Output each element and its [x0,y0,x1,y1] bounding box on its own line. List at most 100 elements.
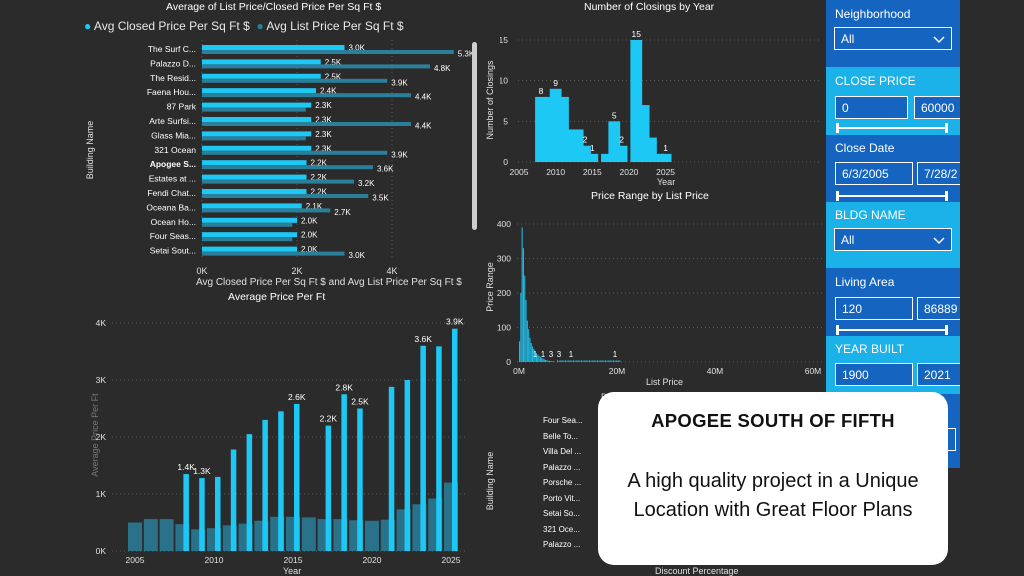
close-date-slider-handle-min[interactable] [836,191,839,201]
x-tick-label: 4K [386,266,397,276]
living-area-slider-handle-max[interactable] [945,325,948,335]
price-range-bar [616,360,618,362]
x-tick-label: 2015 [583,167,602,177]
price-range-bar [526,320,528,362]
price-range-bar [520,293,522,362]
price-range-bar [524,275,526,362]
closed-price-data-label: 2.5K [325,58,342,67]
price-range-bar [589,360,590,362]
list-closed-chart[interactable]: 0K 2K 4K The Surf C... 3.0K 5.3K Palazzo D... 2… [100,38,485,288]
closings-x-axis-label: Year [657,177,676,187]
close-date-start-input[interactable]: 6/3/2005 [835,162,913,185]
price-range-bar [541,357,543,362]
list-price-bar [202,237,293,242]
year-built-min-input[interactable]: 1900 [835,363,913,386]
living-area-slider[interactable] [836,325,948,335]
x-tick-label: 2010 [546,167,565,177]
legend-list-label[interactable]: Avg List Price Per Sq Ft $ [266,19,404,33]
closings-bar [659,153,672,162]
building-label: Apogee S... [150,159,196,169]
closings-chart-title: Number of Closings by Year [584,1,715,13]
price-range-bar [534,351,536,362]
avg-price-bar [199,478,205,551]
legend-closed-label[interactable]: Avg Closed Price Per Sq Ft $ [93,19,250,33]
y-tick-label: 10 [500,76,508,86]
avg-price-bar [357,408,363,551]
closed-price-bar [202,88,316,94]
closed-price-bar [202,189,307,194]
list-price-bar [202,150,388,155]
year-built-max-input[interactable]: 2021 [917,363,960,386]
close-date-slider-handle-max[interactable] [945,191,948,201]
avg-price-chart[interactable]: 0K 1K 2K 3K 4K 2005 2010 2015 2020 2025 1.4K1.3K 2.… [82,308,477,570]
living-area-min-input[interactable]: 120 [835,297,913,320]
avg-price-secondary-bar [128,522,142,551]
building-label: Setai Sout... [150,246,196,256]
close-price-max-input[interactable]: 60000 [914,96,960,119]
close-price-slider-handle-min[interactable] [836,123,839,133]
list-price-data-label: 4.4K [415,122,432,131]
discount-building-label: 321 Oce... [543,524,580,534]
closed-price-bar [202,102,312,108]
building-label: The Resid... [150,73,196,83]
building-label: Fendi Chat... [147,188,196,198]
price-range-bar [533,348,535,362]
price-range-bar [609,360,611,362]
list-price-bar [202,93,411,98]
closed-price-data-label: 2.0K [301,245,318,254]
price-range-bar [582,360,584,362]
y-tick-label: 15 [500,35,508,45]
x-tick-label: 40M [707,366,724,376]
list-price-data-label: 3.5K [372,194,389,203]
closed-price-bar [202,59,321,65]
price-range-bar [590,360,592,362]
close-price-slider[interactable] [836,123,948,133]
price-range-bar [611,360,613,362]
x-tick-label: 2015 [284,555,303,565]
closings-bar [645,137,657,162]
building-label: Arte Surfsi... [149,116,196,126]
closed-price-data-label: 2.3K [315,130,332,139]
list-closed-scrollbar[interactable] [472,42,477,230]
avg-price-secondary-bar [365,520,379,551]
closed-price-data-label: 2.3K [315,116,332,125]
list-price-data-label: 4.4K [415,93,432,102]
price-range-bar [530,343,532,362]
list-closed-y-axis-label: Building Name [85,120,95,180]
y-tick-label: 400 [497,219,511,229]
close-date-slider[interactable] [836,191,948,201]
close-price-slider-handle-max[interactable] [945,123,948,133]
closings-data-label: 2 [619,135,624,145]
price-range-bar [542,358,544,362]
price-range-bar [577,360,579,362]
neighborhood-dropdown[interactable]: All [834,27,952,50]
price-range-bar [597,360,598,362]
y-tick-label: 200 [497,288,511,298]
y-tick-label: 0 [503,157,508,167]
avg-price-bar [262,419,268,551]
avg-price-data-label: 3.6K [414,334,432,344]
y-tick-label: 5 [503,116,508,126]
price-range-bar [581,360,582,362]
y-tick-label: 4K [96,318,107,328]
close-date-end-input[interactable]: 7/28/2 [917,162,960,185]
closed-price-data-label: 2.0K [301,231,318,240]
price-range-bar [595,360,597,362]
y-tick-label: 0K [96,546,107,556]
closed-price-bar [202,131,312,137]
living-area-slicer-title: Living Area [835,275,895,289]
bldg-name-dropdown[interactable]: All [834,228,952,251]
close-price-min-input[interactable]: 0 [835,96,908,119]
price-range-bar [525,299,527,362]
closings-data-label: 15 [632,29,642,39]
price-range-bar [592,360,594,362]
list-price-data-label: 3.2K [358,179,375,188]
living-area-max-input[interactable]: 86889 [917,297,960,320]
living-area-slider-handle-min[interactable] [836,325,839,335]
discount-y-axis-label: Building Name [485,451,495,511]
price-range-bar [537,354,539,362]
discount-building-label: Setai So... [543,509,580,518]
list-price-data-label: 3.9K [391,150,408,159]
